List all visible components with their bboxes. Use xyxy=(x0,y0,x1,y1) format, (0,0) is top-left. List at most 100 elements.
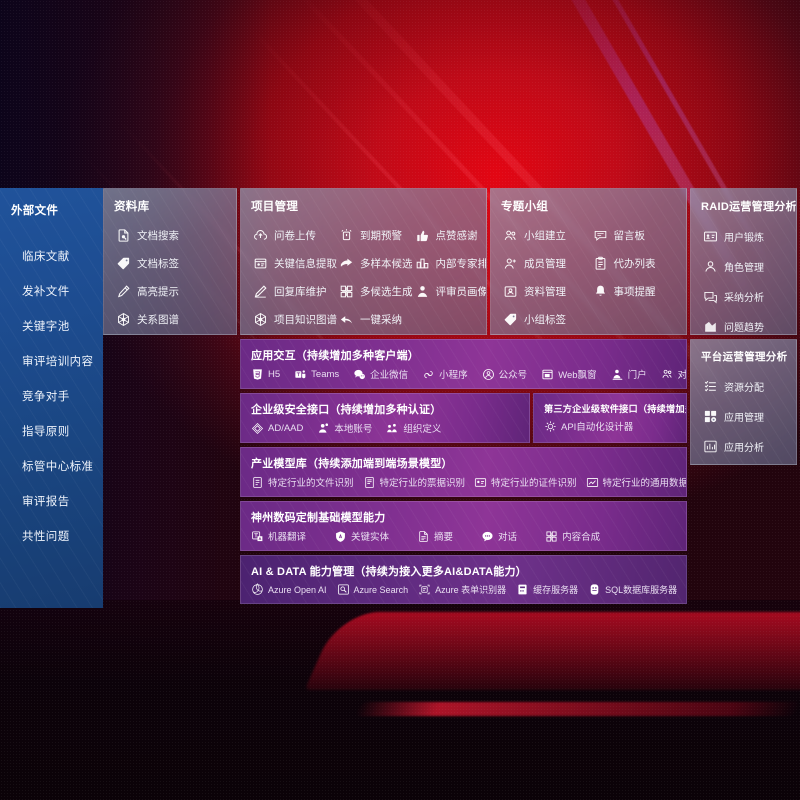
sidebar-item-guiding-principles[interactable]: 指导原则 xyxy=(22,425,70,438)
project-item-expiry-alert[interactable]: 到期预警 xyxy=(339,221,413,249)
security-item-org-define[interactable]: 组织定义 xyxy=(386,421,441,435)
app-grid-icon xyxy=(703,409,718,424)
library-item-doc-classify[interactable]: 文档分类 xyxy=(116,333,230,334)
role-user-icon xyxy=(703,259,718,274)
ai-item-azure-search[interactable]: Azure Search xyxy=(337,583,408,596)
project-item-label: 回复库维护 xyxy=(274,285,327,298)
app-item-label: H5 xyxy=(268,368,281,380)
base-item-key-entity[interactable]: 关键实体 xyxy=(334,529,389,543)
sidebar-item-review-report[interactable]: 审评报告 xyxy=(22,495,70,508)
raid-item-role-manage[interactable]: 角色管理 xyxy=(703,251,790,281)
third-party-item-api-designer[interactable]: API自动化设计器 xyxy=(544,419,633,433)
sidebar-item-competitors[interactable]: 竞争对手 xyxy=(22,390,70,403)
ai-data-title: AI & DATA 能力管理（持续为接入更多AI&DATA能力） xyxy=(251,566,527,578)
project-item-key-info-extract[interactable]: 关键信息提取 xyxy=(253,249,337,277)
platform-item-app-analysis[interactable]: 应用分析 xyxy=(703,431,790,461)
group-items: 小组建立 留言板 成员管理 代办列表 xyxy=(491,221,686,334)
app-item-dialog[interactable]: 对话 xyxy=(661,367,686,381)
base-item-machine-translation[interactable]: 机器翻译 xyxy=(251,529,306,543)
ai-item-sql-database[interactable]: SQL数据库服务器 xyxy=(588,583,677,596)
project-item-reply-library[interactable]: 回复库维护 xyxy=(253,277,337,305)
sidebar-item-standards-center[interactable]: 标管中心标准 xyxy=(22,460,94,473)
app-item-portal[interactable]: 门户 xyxy=(611,367,647,381)
project-item-label: 多候选生成 xyxy=(360,285,413,298)
security-item-local-account[interactable]: 本地账号 xyxy=(317,421,372,435)
sidebar-item-common-issues[interactable]: 共性问题 xyxy=(22,530,70,543)
app-item-label: Teams xyxy=(311,368,340,380)
project-item-reviewer-profile[interactable]: 评审员画像 xyxy=(415,277,486,305)
sidebar-item-supplement-docs[interactable]: 发补文件 xyxy=(22,285,70,298)
group-item-label: 小组建立 xyxy=(524,229,566,242)
entity-icon xyxy=(334,530,347,543)
project-title: 项目管理 xyxy=(251,201,299,213)
industry-item-label: 特定行业的文件识别 xyxy=(268,478,354,489)
security-interface-band: 企业级安全接口（持续增加多种认证） AD/AAD 本地账号 组织定义 xyxy=(240,393,530,443)
base-item-label: 摘要 xyxy=(434,532,454,543)
industry-item-label: 特定行业的证件识别 xyxy=(491,478,577,489)
raid-item-issue-trend[interactable]: 问题趋势 xyxy=(703,311,790,334)
project-item-questionnaire-upload[interactable]: 问卷上传 xyxy=(253,221,337,249)
app-item-miniprogram[interactable]: 小程序 xyxy=(422,367,468,381)
search-box-icon xyxy=(337,583,350,596)
file-recognize-icon xyxy=(251,476,264,489)
group-item-create[interactable]: 小组建立 xyxy=(503,221,591,249)
raid-item-user-portrait[interactable]: 用户锻炼 xyxy=(703,221,790,251)
group-item-todo-list[interactable]: 代办列表 xyxy=(593,249,681,277)
project-item-expert-ranking[interactable]: 内部专家排名 xyxy=(415,249,486,277)
project-item-multi-sample[interactable]: 多样本候选 xyxy=(339,249,413,277)
industry-item-id-recognition[interactable]: 特定行业的证件识别 xyxy=(474,475,577,489)
openai-icon xyxy=(251,583,264,596)
group-item-tag[interactable]: 小组标签 xyxy=(503,305,591,333)
base-item-dialog[interactable]: 对话 xyxy=(481,529,517,543)
sidebar-item-clinical-literature[interactable]: 临床文献 xyxy=(22,250,70,263)
app-item-label: 公众号 xyxy=(498,370,528,381)
industry-item-file-recognition[interactable]: 特定行业的文件识别 xyxy=(251,475,354,489)
graph-network-icon xyxy=(116,312,131,327)
library-title: 资料库 xyxy=(114,201,150,213)
app-item-wecom[interactable]: 企业微信 xyxy=(353,367,408,381)
raid-item-label: 采纳分析 xyxy=(724,292,764,304)
group-item-member-manage[interactable]: 成员管理 xyxy=(503,249,591,277)
ai-item-cache-server[interactable]: 缓存服务器 xyxy=(516,583,578,596)
third-party-item-label: API自动化设计器 xyxy=(561,422,634,433)
project-item-multi-candidate[interactable]: 多候选生成 xyxy=(339,277,413,305)
library-item-highlight[interactable]: 高亮提示 xyxy=(116,277,230,305)
ranking-bar-icon xyxy=(415,256,430,271)
raid-item-adoption-analysis[interactable]: 采纳分析 xyxy=(703,281,790,311)
base-item-summary[interactable]: 摘要 xyxy=(417,529,453,543)
sidebar-item-keyword-pool[interactable]: 关键字池 xyxy=(22,320,70,333)
app-item-h5[interactable]: H5 xyxy=(251,368,280,381)
industry-item-receipt-recognition[interactable]: 特定行业的票据识别 xyxy=(363,475,465,489)
base-item-content-synthesis[interactable]: 内容合成 xyxy=(545,529,600,543)
dialog-icon xyxy=(661,368,674,381)
industry-models-band: 产业模型库（持续添加端到端场景模型） 特定行业的文件识别 特定行业的票据识别 特… xyxy=(240,447,687,497)
cache-server-icon xyxy=(516,583,529,596)
sidebar-item-review-training[interactable]: 审评培训内容 xyxy=(22,355,94,368)
library-item-doc-tag[interactable]: 文档标签 xyxy=(116,249,230,277)
ai-item-form-recognizer[interactable]: Azure 表单识别器 xyxy=(418,583,506,596)
group-item-data-manage[interactable]: 资料管理 xyxy=(503,277,591,305)
data-analysis-model-icon xyxy=(586,476,599,489)
data-manage-icon xyxy=(503,284,518,299)
resource-list-icon xyxy=(703,379,718,394)
industry-item-data-analysis-model[interactable]: 特定行业的通用数据分析模型 xyxy=(586,475,686,489)
sidebar-title: 外部文件 xyxy=(11,205,59,217)
app-item-web-window[interactable]: Web飘窗 xyxy=(541,367,597,381)
app-item-official-account[interactable]: 公众号 xyxy=(482,367,528,381)
group-item-board[interactable]: 留言板 xyxy=(593,221,681,249)
base-models-band: 神州数码定制基础模型能力 机器翻译 关键实体 摘要 xyxy=(240,501,687,551)
library-item-relation-graph[interactable]: 关系图谱 xyxy=(116,305,230,333)
app-interaction-title: 应用交互（持续增加多种客户端） xyxy=(251,350,419,362)
app-item-teams[interactable]: Teams xyxy=(294,368,339,381)
project-item-knowledge-graph[interactable]: 项目知识图谱 xyxy=(253,305,337,333)
project-item-like-thanks[interactable]: 点赞感谢 xyxy=(415,221,487,249)
platform-item-app-manage[interactable]: 应用管理 xyxy=(703,401,790,431)
chat-bubble-icon xyxy=(481,530,494,543)
group-item-reminder[interactable]: 事项提醒 xyxy=(593,277,681,305)
security-item-ad-aad[interactable]: AD/AAD xyxy=(251,422,303,435)
project-item-one-click-adopt[interactable]: 一键采纳 xyxy=(339,305,413,333)
ai-item-azure-openai[interactable]: Azure Open AI xyxy=(251,583,327,596)
platform-item-resource-allocation[interactable]: 资源分配 xyxy=(703,371,790,401)
library-item-doc-search[interactable]: 文档搜索 xyxy=(116,221,230,249)
panel-columns: 资料库 文档搜索 文档标签 高亮提示 xyxy=(103,188,797,608)
